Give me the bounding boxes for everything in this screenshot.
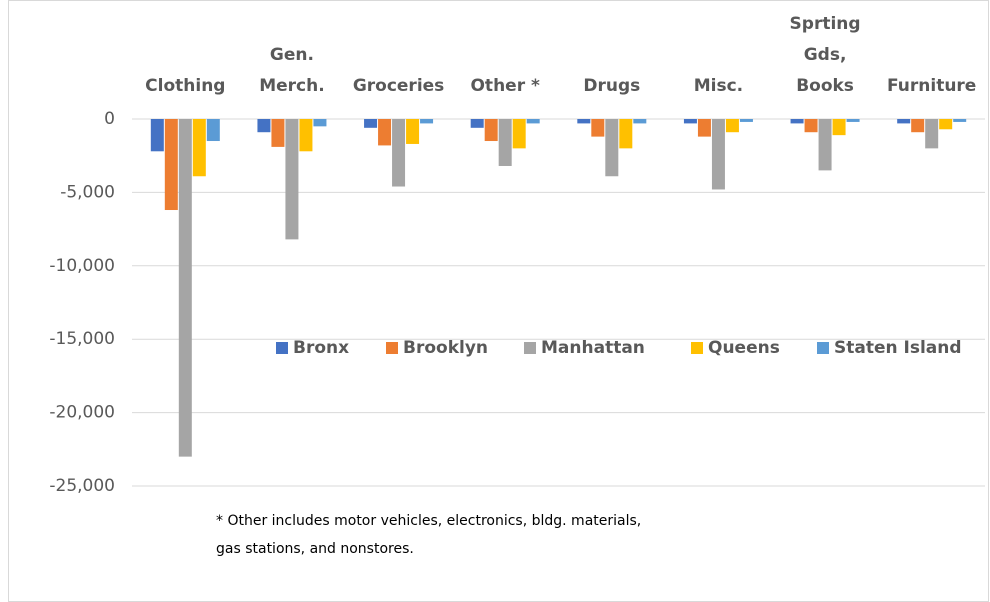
legend-label: Manhattan <box>541 338 645 358</box>
x-tick-label: Gen. Merch. <box>259 45 324 96</box>
legend-label: Bronx <box>293 338 349 358</box>
bar <box>313 119 327 127</box>
legend-label: Staten Island <box>834 338 962 358</box>
bar <box>846 119 860 122</box>
legend-swatch <box>524 342 536 354</box>
bar <box>498 119 512 166</box>
bar <box>925 119 939 149</box>
bar <box>364 119 378 128</box>
bar <box>804 119 818 133</box>
bar <box>178 119 192 457</box>
y-tick-label: -15,000 <box>49 329 115 349</box>
x-tick-label: Misc. <box>694 76 743 96</box>
y-tick-label: -20,000 <box>49 403 115 423</box>
bar <box>271 119 285 147</box>
bar <box>206 119 220 142</box>
legend-swatch <box>691 342 703 354</box>
bar <box>512 119 526 149</box>
legend-label: Queens <box>708 338 780 358</box>
y-tick-label: 0 <box>104 109 115 129</box>
bar <box>633 119 647 124</box>
legend-label: Brooklyn <box>403 338 488 358</box>
bar <box>832 119 846 136</box>
bar <box>150 119 164 152</box>
chart-frame <box>8 0 989 602</box>
y-tick-label: -10,000 <box>49 256 115 276</box>
x-tick-label: Clothing <box>145 76 225 96</box>
x-tick-label: Groceries <box>353 76 444 96</box>
bar <box>619 119 633 149</box>
bar <box>897 119 911 124</box>
bar <box>711 119 725 190</box>
bar <box>591 119 605 137</box>
bar <box>192 119 206 177</box>
bar <box>378 119 392 146</box>
bar <box>697 119 711 137</box>
footnote: * Other includes motor vehicles, electro… <box>216 513 641 557</box>
x-tick-label: Drugs <box>583 76 640 96</box>
bar <box>725 119 739 133</box>
bar <box>577 119 591 124</box>
bar <box>470 119 484 128</box>
bar <box>739 119 753 122</box>
bar <box>683 119 697 124</box>
y-tick-label: -5,000 <box>60 182 115 202</box>
x-tick-label: Sprting Gds, Books <box>790 14 861 96</box>
y-tick-label: -25,000 <box>49 476 115 496</box>
bar <box>406 119 420 144</box>
bar <box>911 119 925 133</box>
bar <box>605 119 619 177</box>
legend-swatch <box>386 342 398 354</box>
bar <box>420 119 434 124</box>
bar <box>953 119 967 122</box>
bar <box>164 119 178 211</box>
x-tick-label: Other * <box>470 76 540 96</box>
bar <box>818 119 832 171</box>
bar <box>939 119 953 130</box>
bar <box>285 119 299 240</box>
bar <box>392 119 406 187</box>
bar <box>790 119 804 124</box>
bar <box>299 119 313 152</box>
bar <box>257 119 271 133</box>
legend-swatch <box>817 342 829 354</box>
x-tick-label: Furniture <box>887 76 976 96</box>
bar <box>484 119 498 142</box>
legend-swatch <box>276 342 288 354</box>
bar <box>526 119 540 124</box>
